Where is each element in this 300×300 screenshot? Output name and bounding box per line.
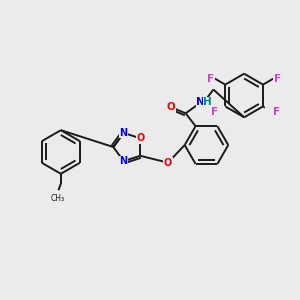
Text: F: F [273,107,280,117]
Text: H: H [203,98,212,107]
Text: F: F [207,74,214,84]
Polygon shape [265,106,281,118]
Polygon shape [208,106,224,118]
Text: CH₃: CH₃ [50,194,64,203]
Text: O: O [164,158,172,168]
Text: N: N [119,156,128,166]
Text: O: O [136,133,144,143]
Text: O: O [167,102,175,112]
Text: N: N [196,98,205,107]
Text: F: F [274,74,281,84]
Text: F: F [211,107,218,117]
Text: N: N [119,128,128,138]
